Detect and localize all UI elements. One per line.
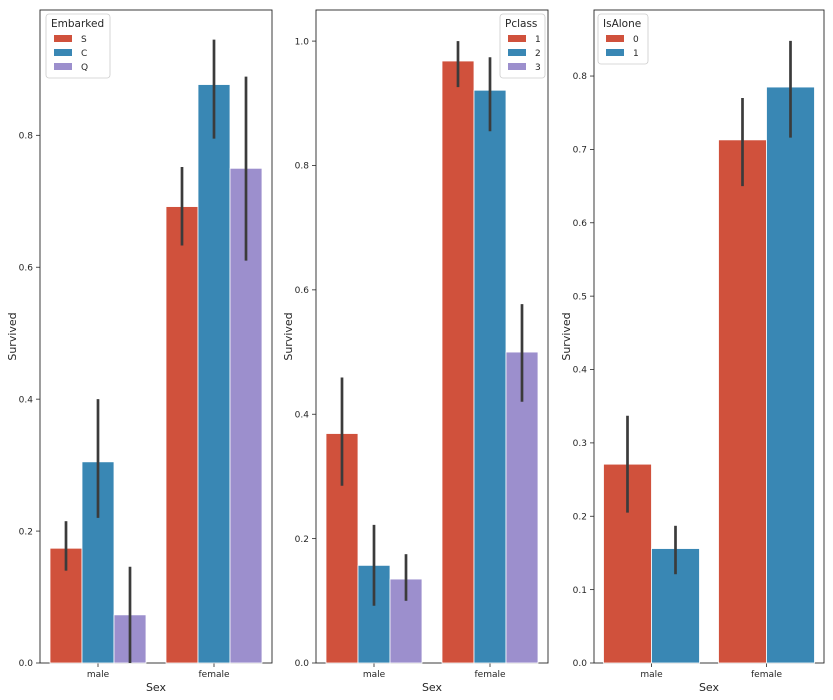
legend-label-Q: Q (81, 63, 88, 73)
y-tick-label: 0.4 (295, 410, 310, 420)
bar-2-female (473, 89, 507, 664)
bar-1-female (441, 60, 475, 664)
y-tick-label: 0.2 (573, 512, 587, 522)
y-tick-label: 0.8 (19, 132, 34, 142)
bar-3-female (505, 351, 539, 664)
y-tick-label: 0.0 (295, 659, 310, 669)
axes-frame (315, 9, 549, 664)
chart-panel-1: 0.0 0.2 0.4 0.6 0.8 male female Sex Survived Emba… (6, 9, 273, 694)
y-tick-label: 0.7 (573, 146, 587, 156)
y-tick-label: 0.2 (295, 535, 309, 545)
bar-1-female (766, 86, 815, 664)
chart-panel-2: 0.0 0.2 0.4 0.6 0.8 1.0 male female Sex Survived P… (282, 9, 549, 694)
legend-label-1: 1 (535, 35, 541, 45)
y-tick-label: 0.6 (573, 219, 588, 229)
y-tick-label: 0.8 (573, 72, 588, 82)
legend-title: Embarked (51, 18, 104, 30)
legend-swatch-1 (606, 49, 624, 56)
legend-swatch-S (54, 35, 72, 42)
x-axis-label: Sex (422, 681, 443, 694)
legend-label-3: 3 (535, 63, 541, 73)
legend-label-0: 0 (633, 35, 639, 45)
y-tick-label: 0.0 (573, 659, 588, 669)
y-tick-label: 0.2 (19, 527, 33, 537)
y-tick-label: 0.4 (573, 366, 588, 376)
legend-label-2: 2 (535, 49, 541, 59)
legend-label-1: 1 (633, 49, 639, 59)
x-tick-label-female: female (198, 670, 229, 680)
legend-label-S: S (81, 35, 87, 45)
bar-3-male (389, 578, 423, 664)
y-tick-label: 0.6 (295, 286, 310, 296)
x-tick-label-female: female (474, 670, 505, 680)
y-tick-label: 1.0 (295, 37, 310, 47)
bar-0-female (718, 139, 767, 664)
legend-swatch-0 (606, 35, 624, 42)
y-tick-label: 0.0 (19, 659, 34, 669)
chart-panel-3: 0.0 0.1 0.2 0.3 0.4 0.5 0.6 0.7 0.8 male female Sex… (560, 9, 825, 694)
axes-frame (593, 9, 825, 664)
legend-swatch-2 (508, 49, 526, 56)
y-axis-label: Survived (560, 312, 573, 360)
x-tick-label-male: male (363, 670, 386, 680)
legend-box (499, 13, 546, 79)
y-tick-label: 0.4 (19, 395, 34, 405)
y-tick-label: 0.8 (295, 162, 310, 172)
y-tick-label: 0.1 (573, 586, 587, 596)
bar-C-female (197, 84, 231, 664)
y-tick-label: 0.6 (19, 263, 34, 273)
y-tick-label: 0.3 (573, 439, 587, 449)
x-tick-label-male: male (640, 670, 663, 680)
x-axis-label: Sex (146, 681, 167, 694)
legend-swatch-Q (54, 63, 72, 70)
legend-label-C: C (81, 49, 87, 59)
legend-swatch-1 (508, 35, 526, 42)
legend-title: IsAlone (603, 18, 641, 30)
x-axis-label: Sex (699, 681, 720, 694)
y-tick-label: 0.5 (573, 292, 587, 302)
legend-swatch-C (54, 49, 72, 56)
bar-S-female (165, 206, 199, 664)
legend-title: Pclass (505, 18, 537, 30)
x-tick-label-female: female (751, 670, 782, 680)
axes-frame (39, 9, 273, 664)
y-axis-label: Survived (6, 312, 19, 360)
x-tick-label-male: male (87, 670, 110, 680)
y-axis-label: Survived (282, 312, 295, 360)
legend-swatch-3 (508, 63, 526, 70)
legend-box (45, 13, 111, 79)
